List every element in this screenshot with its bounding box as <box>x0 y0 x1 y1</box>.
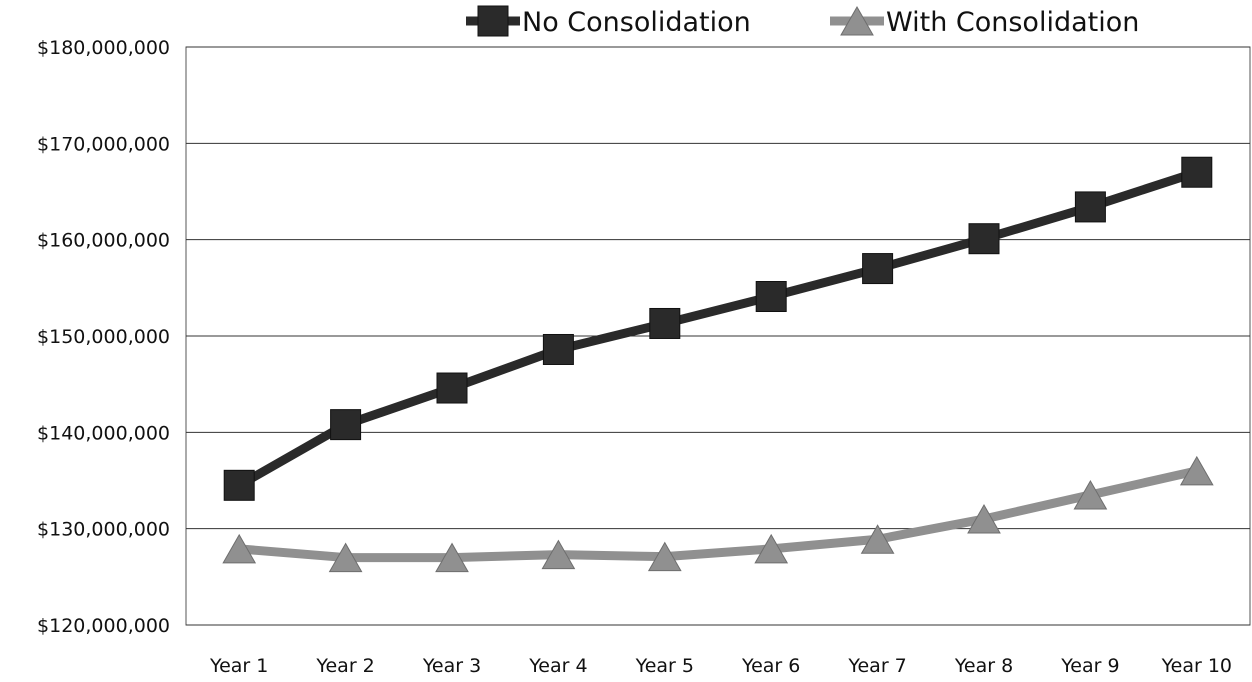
data-point-square <box>649 307 681 339</box>
data-point-triangle <box>754 533 789 564</box>
legend-label: With Consolidation <box>886 7 1139 38</box>
data-point-square <box>968 223 1000 255</box>
series-with-consolidation <box>222 455 1214 573</box>
data-point-square <box>1181 156 1213 188</box>
x-tick-label: Year 8 <box>954 655 1013 677</box>
data-point-triangle <box>1179 455 1214 486</box>
data-point-triangle <box>435 542 469 573</box>
data-point-square <box>330 409 362 441</box>
data-point-square <box>862 253 894 285</box>
data-point-square <box>542 333 574 365</box>
y-axis: $120,000,000 $130,000,000 $140,000,000 $150… <box>37 37 170 637</box>
legend-item: No Consolidation <box>466 5 751 38</box>
gridlines <box>185 46 1251 626</box>
y-tick-label: $130,000,000 <box>37 519 170 541</box>
data-point-triangle <box>222 533 257 564</box>
x-tick-label: Year 9 <box>1060 655 1119 677</box>
series-no-consolidation <box>223 156 1213 501</box>
data-point-triangle <box>860 524 895 554</box>
series-lines <box>222 156 1214 573</box>
data-point-square <box>436 372 468 404</box>
y-tick-label: $180,000,000 <box>37 37 170 59</box>
data-point-square <box>223 469 255 501</box>
legend-item: With Consolidation <box>830 5 1139 38</box>
y-tick-label: $160,000,000 <box>37 230 170 252</box>
data-point-triangle <box>1073 479 1108 510</box>
series-line <box>238 466 1198 563</box>
data-point-triangle <box>647 541 682 572</box>
series-line <box>236 167 1199 490</box>
data-point-triangle <box>328 542 363 573</box>
x-tick-label: Year 1 <box>209 655 268 677</box>
data-point-triangle <box>967 504 1001 534</box>
data-point-triangle <box>541 539 576 570</box>
data-point-square <box>1074 191 1106 223</box>
y-tick-label: $150,000,000 <box>37 326 170 348</box>
legend-label: No Consolidation <box>522 7 751 38</box>
y-tick-label: $120,000,000 <box>37 615 170 637</box>
x-axis: Year 1 Year 2 Year 3 Year 4 Year 5 Year 6 Year… <box>209 655 1232 677</box>
legend: No Consolidation With Consolidation <box>466 5 1139 38</box>
x-tick-label: Year 2 <box>315 655 374 677</box>
legend-triangle-marker <box>840 5 874 36</box>
x-tick-label: Year 4 <box>528 655 587 677</box>
x-tick-label: Year 10 <box>1161 655 1232 677</box>
y-tick-label: $140,000,000 <box>37 422 170 444</box>
data-point-square <box>755 281 787 313</box>
x-tick-label: Year 5 <box>635 655 694 677</box>
x-tick-label: Year 6 <box>741 655 800 677</box>
y-tick-label: $170,000,000 <box>37 133 170 155</box>
x-tick-label: Year 3 <box>422 655 481 677</box>
legend-square-marker <box>477 5 509 37</box>
x-tick-label: Year 7 <box>847 655 906 677</box>
